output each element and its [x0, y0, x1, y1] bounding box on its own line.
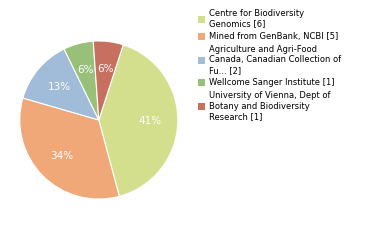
Text: 13%: 13%	[48, 82, 71, 92]
Text: 6%: 6%	[97, 64, 113, 74]
Wedge shape	[64, 41, 99, 120]
Text: 41%: 41%	[139, 116, 162, 126]
Wedge shape	[23, 49, 99, 120]
Wedge shape	[93, 41, 123, 120]
Legend: Centre for Biodiversity
Genomics [6], Mined from GenBank, NCBI [5], Agriculture : Centre for Biodiversity Genomics [6], Mi…	[198, 9, 341, 121]
Wedge shape	[20, 98, 119, 199]
Text: 34%: 34%	[51, 151, 74, 161]
Text: 6%: 6%	[77, 65, 94, 75]
Wedge shape	[99, 45, 178, 196]
